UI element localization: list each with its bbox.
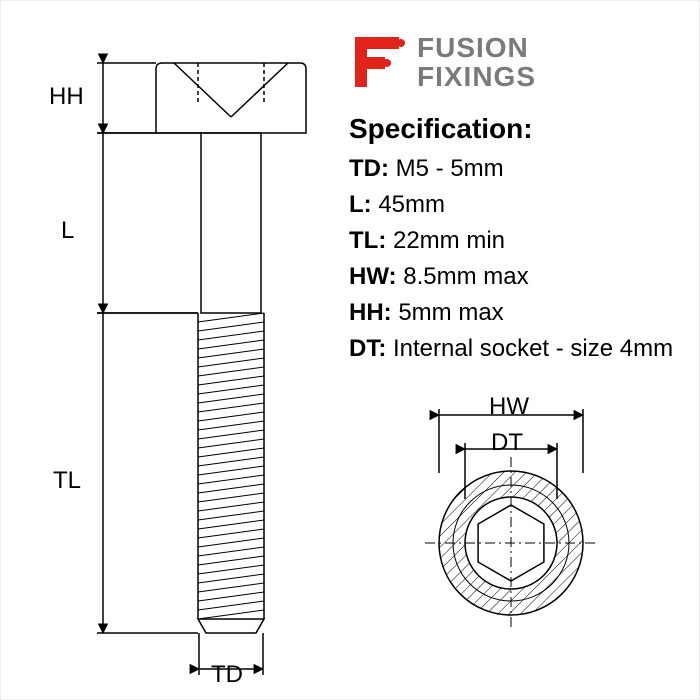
spec-row: DT: Internal socket - size 4mm [349, 331, 689, 367]
bolt-side-diagram [41, 21, 321, 681]
specification-rows: TD: M5 - 5mmL: 45mmTL: 22mm minHW: 8.5mm… [349, 151, 689, 367]
label-hw: HW [489, 393, 529, 421]
label-hh: HH [49, 83, 84, 111]
logo-f-icon [349, 31, 411, 93]
spec-row: TD: M5 - 5mm [349, 151, 689, 187]
specification-block: Specification: TD: M5 - 5mmL: 45mmTL: 22… [349, 113, 689, 367]
spec-row: HW: 8.5mm max [349, 259, 689, 295]
label-l: L [61, 217, 74, 245]
specification-title: Specification: [349, 113, 689, 145]
spec-row: L: 45mm [349, 187, 689, 223]
label-dt: DT [491, 429, 523, 457]
spec-sheet: FUSION FIXINGS Specification: TD: M5 - 5… [0, 0, 700, 700]
brand-logo: FUSION FIXINGS [349, 29, 669, 99]
label-tl: TL [53, 467, 81, 495]
label-td: TD [211, 661, 243, 689]
spec-row: TL: 22mm min [349, 223, 689, 259]
logo-text: FUSION FIXINGS [417, 33, 536, 92]
logo-line1: FUSION [417, 32, 529, 63]
spec-row: HH: 5mm max [349, 295, 689, 331]
logo-line2: FIXINGS [417, 61, 536, 92]
